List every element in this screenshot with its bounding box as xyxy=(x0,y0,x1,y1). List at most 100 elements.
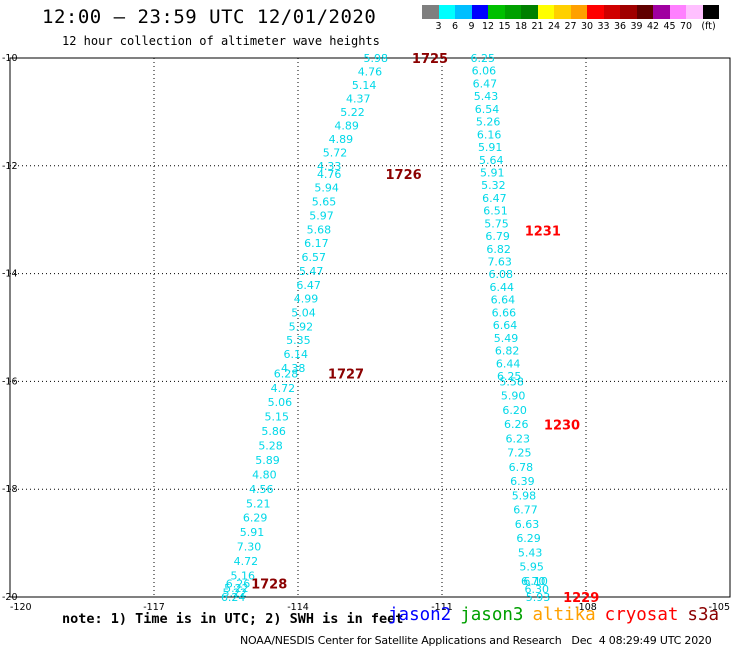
wave-height-value: 6.26 xyxy=(504,418,529,431)
y-tick-label: -18 xyxy=(2,484,18,495)
wave-height-value: 6.16 xyxy=(477,128,502,141)
legend-tick-label: 24 xyxy=(547,21,561,32)
color-legend: 3 6 9 12 15 18 21 24 27 30 33 36 39 42 45 70 (ft) xyxy=(422,5,719,33)
wave-height-value: 6.26 xyxy=(226,578,251,591)
wave-height-value: 5.91 xyxy=(480,166,505,179)
wave-height-value: 6.10 xyxy=(523,575,548,588)
wave-height-value: 5.26 xyxy=(476,116,501,129)
legend-swatch xyxy=(570,5,587,19)
x-tick-label: -108 xyxy=(575,602,597,613)
x-tick-label: -111 xyxy=(431,602,453,613)
wave-height-value: 6.47 xyxy=(296,279,321,292)
wave-height-value: 5.49 xyxy=(494,332,519,345)
wave-height-value: 5.16 xyxy=(231,569,256,582)
wave-height-value: 5.35 xyxy=(286,334,311,347)
legend-swatch xyxy=(686,5,703,19)
wave-height-value: 6.24 xyxy=(221,591,246,604)
wave-height-value: 5.89 xyxy=(255,454,280,467)
wave-height-value: 6.77 xyxy=(513,504,538,517)
wave-height-value: 5.22 xyxy=(223,587,248,600)
footnote: note: 1) Time is in UTC; 2) SWH is in fe… xyxy=(62,611,404,627)
legend-tick-label: 6 xyxy=(451,21,459,32)
legend-tick-label: (ft) xyxy=(701,21,716,32)
pass-label: 1231 xyxy=(525,224,561,239)
wave-height-value: 4.33 xyxy=(317,160,342,173)
credit-line: NOAA/NESDIS Center for Satellite Applica… xyxy=(240,634,712,647)
satellite-name: jason3 xyxy=(460,605,524,625)
wave-height-value: 4.80 xyxy=(252,468,277,481)
wave-height-value: 6.20 xyxy=(502,404,527,417)
legend-labels: 3 6 9 12 15 18 21 24 27 30 33 36 39 42 45 70 (ft) xyxy=(422,19,719,33)
wave-height-value: 6.44 xyxy=(490,281,515,294)
wave-height-value: 6.82 xyxy=(486,243,511,256)
wave-height-value: 5.68 xyxy=(307,223,332,236)
wave-height-value: 7.30 xyxy=(237,541,262,554)
y-tick-label: -10 xyxy=(2,53,18,64)
legend-swatches xyxy=(422,5,719,19)
wave-height-value: 5.43 xyxy=(518,546,543,559)
wave-height-value: 5.15 xyxy=(264,411,289,424)
legend-swatch xyxy=(521,5,538,19)
wave-height-value: 5.21 xyxy=(246,497,271,510)
wave-height-value: 6.08 xyxy=(489,268,514,281)
map-subtitle: 12 hour collection of altimeter wave hei… xyxy=(62,34,380,48)
legend-swatch xyxy=(554,5,571,19)
wave-height-value: 6.51 xyxy=(483,205,508,218)
legend-tick-label: 9 xyxy=(468,21,475,32)
pass-label: 1229 xyxy=(563,591,599,606)
wave-height-value: 6.14 xyxy=(284,348,309,361)
legend-swatch xyxy=(422,5,439,19)
satellite-name: cryosat xyxy=(604,605,679,625)
wave-height-value: 4.72 xyxy=(234,555,259,568)
wave-height-value: 6.57 xyxy=(302,251,327,264)
wave-height-value: 5.06 xyxy=(268,396,293,409)
y-tick-label: -16 xyxy=(2,376,18,387)
legend-swatch xyxy=(636,5,653,19)
wave-height-value: 6.47 xyxy=(482,192,507,205)
wave-height-value: 4.72 xyxy=(271,382,296,395)
legend-tick-label: 36 xyxy=(613,21,627,32)
wave-height-value: 5.94 xyxy=(314,182,339,195)
wave-height-value: 4.89 xyxy=(329,133,354,146)
wave-height-value: 6.28 xyxy=(274,367,299,380)
legend-swatch xyxy=(603,5,620,19)
wave-height-value: 5.93 xyxy=(526,591,551,604)
wave-height-value: 6.29 xyxy=(243,512,268,525)
wave-height-value: 5.95 xyxy=(519,561,544,574)
wave-height-value: 4.89 xyxy=(334,119,359,132)
pass-label: 1727 xyxy=(328,367,364,382)
wave-height-value: 5.72 xyxy=(323,146,348,159)
x-tick-label: -114 xyxy=(287,602,309,613)
wave-height-value: 7.25 xyxy=(507,447,532,460)
satellite-legend: jason2 jason3 altika cryosat s3a xyxy=(388,605,728,625)
legend-tick-label: 70 xyxy=(679,21,693,32)
wave-height-value: 6.06 xyxy=(472,65,497,78)
legend-swatch xyxy=(537,5,554,19)
legend-tick-label: 21 xyxy=(531,21,544,32)
wave-height-value: 5.58 xyxy=(499,375,524,388)
wave-height-value: 6.23 xyxy=(506,432,531,445)
wave-height-value: 4.37 xyxy=(346,92,371,105)
legend-swatch xyxy=(438,5,455,19)
wave-height-value: 5.91 xyxy=(240,526,265,539)
wave-height-value: 6.17 xyxy=(304,237,329,250)
wave-height-value: 4.38 xyxy=(281,362,306,375)
y-tick-label: -14 xyxy=(2,269,18,280)
wave-height-value: 6.70 xyxy=(521,575,546,588)
wave-height-value: 6.63 xyxy=(515,518,540,531)
legend-tick-label: 33 xyxy=(597,21,610,32)
pass-label: 1726 xyxy=(386,168,422,183)
wave-height-value: 6.39 xyxy=(510,475,535,488)
legend-tick-label: 42 xyxy=(646,21,660,32)
wave-height-value: 6.29 xyxy=(516,532,541,545)
legend-swatch xyxy=(653,5,670,19)
wave-height-value: 4.76 xyxy=(317,168,342,181)
legend-tick-label: 30 xyxy=(580,21,594,32)
wave-height-value: 5.28 xyxy=(258,440,283,453)
pass-label: 1728 xyxy=(251,578,287,593)
x-tick-label: -105 xyxy=(708,602,730,613)
wave-height-value: 6.78 xyxy=(509,461,534,474)
wave-height-value: 5.91 xyxy=(478,141,503,154)
map-title: 12:00 – 23:59 UTC 12/01/2020 xyxy=(42,6,377,28)
legend-tick-label: 27 xyxy=(564,21,577,32)
